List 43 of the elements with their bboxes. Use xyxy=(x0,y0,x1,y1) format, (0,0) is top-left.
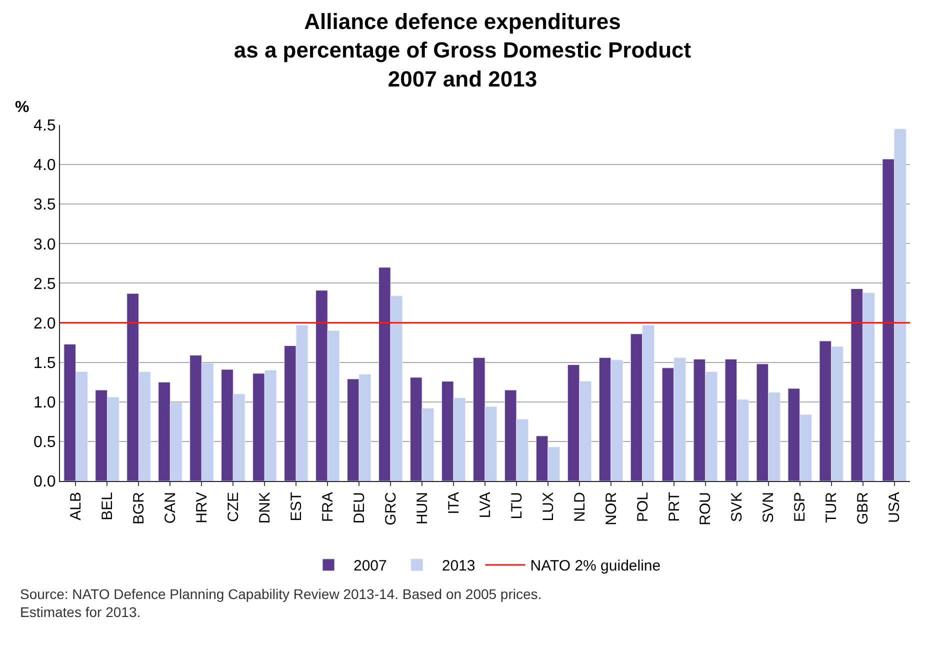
x-tick-label: NOR xyxy=(602,492,620,526)
y-tick-label: 2.0 xyxy=(34,315,56,332)
chart-title: Alliance defence expenditures as a percentage of Gross Domestic Product 2007 and 2013 xyxy=(234,9,692,92)
x-tick-label: DNK xyxy=(256,492,274,524)
x-tick-label: PRT xyxy=(666,492,683,522)
x-tick-label: USA xyxy=(886,492,904,523)
source-note: Source: NATO Defence Planning Capability Review 2013-14. Based on 2005 prices. Estimates for 2013. xyxy=(20,586,542,620)
x-tick-label: LTU xyxy=(508,492,526,520)
legend-label: 2007 xyxy=(354,558,387,575)
x-tick-label: ALB xyxy=(68,492,85,520)
x-tick-label: CZE xyxy=(225,492,242,522)
y-tick-label: 4.5 xyxy=(34,118,56,135)
y-tick-label: 1.0 xyxy=(34,394,56,412)
x-tick-label: BEL xyxy=(99,492,116,520)
x-tick-label: ITA xyxy=(445,492,462,514)
x-tick-label: ESP xyxy=(792,492,809,522)
x-tick-label: GRC xyxy=(382,492,400,526)
x-tick-label: DEU xyxy=(350,492,368,524)
x-tick-label: CAN xyxy=(162,492,180,524)
x-tick-label: HUN xyxy=(414,492,431,524)
x-tick-label: NLD xyxy=(571,492,588,522)
y-axis-title: % xyxy=(15,99,30,116)
x-tick-label: POL xyxy=(634,492,652,522)
x-tick-label: LUX xyxy=(540,492,557,522)
y-tick-label: 1.5 xyxy=(34,354,56,372)
y-tick-label: 3.0 xyxy=(34,236,56,254)
y-tick-label: 0.0 xyxy=(34,474,56,491)
y-tick-label: 2.5 xyxy=(34,276,56,293)
y-tick-label: 3.5 xyxy=(34,196,56,214)
x-tick-label: ROU xyxy=(697,492,714,526)
y-tick-label: 0.5 xyxy=(34,434,56,452)
x-tick-label: GBR xyxy=(854,492,872,525)
x-tick-label: SVN xyxy=(760,492,778,523)
x-tick-label: FRA xyxy=(319,492,336,522)
x-tick-label: HRV xyxy=(194,492,211,524)
x-tick-label: SVK xyxy=(728,492,746,522)
legend-label: NATO 2% guideline xyxy=(530,558,661,575)
x-tick-label: BGR xyxy=(130,492,148,525)
x-tick-label: LVA xyxy=(476,492,494,518)
x-tick-label: EST xyxy=(288,492,305,522)
legend-label: 2013 xyxy=(442,558,476,575)
y-tick-label: 4.0 xyxy=(34,157,56,174)
x-tick-label: TUR xyxy=(823,492,840,523)
